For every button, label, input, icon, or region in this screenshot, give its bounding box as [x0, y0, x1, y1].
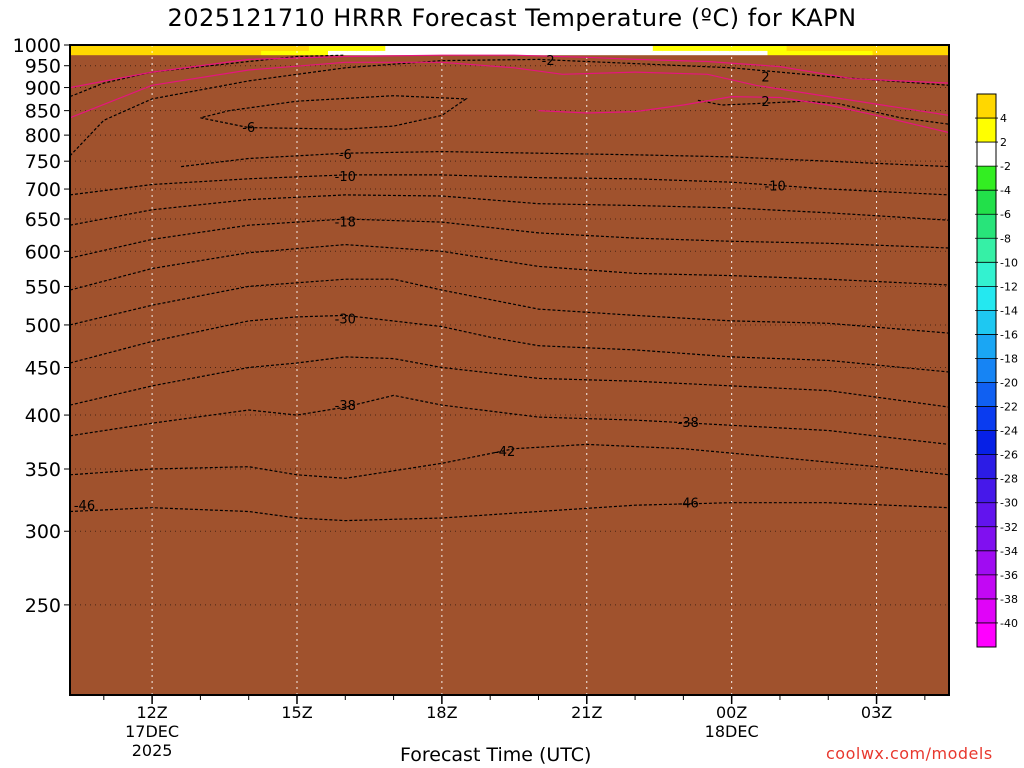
- temperature-cell: [414, 50, 425, 58]
- temperature-fill: [70, 45, 949, 695]
- temperature-cell: [442, 45, 453, 52]
- temperature-cell: [251, 45, 262, 52]
- temperature-cell: [471, 45, 482, 52]
- temperature-cell: [136, 45, 148, 52]
- temperature-cell: [70, 50, 81, 58]
- temperature-cell: [117, 50, 129, 58]
- temperature-cell: [404, 45, 415, 52]
- temperature-cell: [251, 50, 262, 58]
- temperature-cell: [480, 45, 492, 52]
- temperature-cell: [347, 50, 358, 58]
- temperature-cell: [280, 50, 291, 58]
- temperature-cell: [299, 45, 310, 52]
- temperature-cell: [184, 45, 196, 52]
- temperature-cell: [89, 50, 100, 58]
- temperature-cell: [366, 50, 377, 58]
- temperature-cell: [232, 45, 243, 52]
- temperature-cell: [318, 50, 329, 58]
- temperature-cell: [366, 45, 377, 52]
- temperature-cell: [328, 45, 339, 52]
- temperature-cell: [499, 50, 511, 58]
- temperature-cell: [394, 45, 406, 52]
- temperature-cell: [79, 45, 90, 52]
- temperature-cell: [270, 50, 281, 58]
- temperature-cell: [490, 50, 501, 58]
- temperature-cell: [222, 50, 234, 58]
- temperature-cell: [98, 45, 110, 52]
- temperature-cell: [127, 45, 138, 52]
- temperature-cell: [156, 45, 167, 52]
- temperature-cell: [165, 45, 176, 52]
- temperature-cell: [117, 45, 129, 52]
- temperature-cell: [89, 45, 100, 52]
- temperature-cell: [261, 45, 272, 52]
- temperature-cell: [146, 45, 157, 52]
- temperature-cell: [356, 50, 367, 58]
- temperature-cell: [108, 45, 119, 52]
- temperature-cell: [356, 45, 367, 52]
- temperature-cell: [165, 50, 176, 58]
- temperature-cell: [375, 45, 387, 52]
- temperature-cell: [194, 45, 205, 52]
- temperature-cell: [203, 45, 215, 52]
- temperature-cell: [79, 50, 90, 58]
- chart-title: 2025121710 HRRR Forecast Temperature (ºC…: [167, 4, 857, 32]
- temperature-cell: [70, 45, 81, 52]
- temperature-cell: [146, 50, 157, 58]
- temperature-cell: [385, 45, 396, 52]
- temperature-cell: [394, 50, 406, 58]
- temperature-cell: [328, 50, 339, 58]
- temperature-cell: [203, 50, 215, 58]
- temperature-cell: [442, 50, 453, 58]
- temperature-cell: [337, 50, 348, 58]
- temperature-cell: [452, 45, 463, 52]
- temperature-cell: [308, 45, 320, 52]
- temperature-cell: [471, 50, 482, 58]
- temperature-cell: [289, 45, 301, 52]
- temperature-cell: [308, 50, 320, 58]
- temperature-cell: [452, 50, 463, 58]
- temperature-cell: [433, 45, 444, 52]
- temperature-cell: [270, 45, 281, 52]
- temperature-cell: [127, 50, 138, 58]
- temperature-cell: [289, 50, 301, 58]
- temperature-cell: [299, 50, 310, 58]
- temperature-cell: [404, 50, 415, 58]
- temperature-cell: [347, 45, 358, 52]
- temperature-cell: [242, 45, 253, 52]
- temperature-cell: [213, 50, 224, 58]
- temperature-cell: [194, 50, 205, 58]
- temperature-cell: [423, 50, 434, 58]
- temperature-cell: [136, 50, 148, 58]
- temperature-cell: [213, 45, 224, 52]
- temperature-cell: [98, 50, 110, 58]
- temperature-cell: [184, 50, 196, 58]
- temperature-cell: [461, 50, 473, 58]
- temperature-cell: [280, 45, 291, 52]
- temperature-cell: [490, 45, 501, 52]
- temperature-cell: [318, 45, 329, 52]
- temperature-cell: [423, 45, 434, 52]
- temperature-cell: [337, 45, 348, 52]
- temperature-cell: [499, 45, 511, 52]
- temperature-cell: [175, 45, 186, 52]
- temperature-cell: [461, 45, 473, 52]
- temperature-cell: [261, 50, 272, 58]
- temperature-cell: [385, 50, 396, 58]
- temperature-cell: [242, 50, 253, 58]
- temperature-cell: [222, 45, 234, 52]
- temperature-cell: [414, 45, 425, 52]
- temperature-cell: [108, 50, 119, 58]
- temperature-cell: [375, 50, 387, 58]
- temperature-cell: [175, 50, 186, 58]
- temperature-cell: [480, 50, 492, 58]
- temperature-cell: [232, 50, 243, 58]
- temperature-cell: [433, 50, 444, 58]
- temperature-cell: [156, 50, 167, 58]
